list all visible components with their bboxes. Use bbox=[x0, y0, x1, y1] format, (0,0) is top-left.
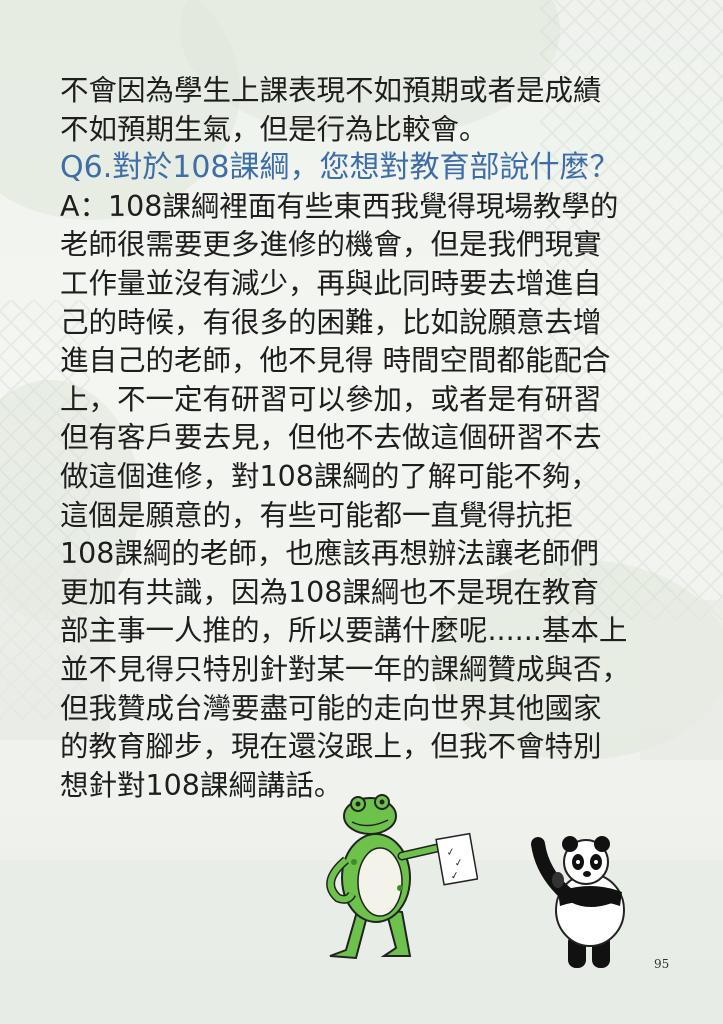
answer-line: 的教育腳步，現在還沒跟上，但我不會特別 bbox=[60, 730, 602, 764]
svg-text:✓: ✓ bbox=[450, 870, 460, 882]
answer-line: 己的時候，有很多的困難，比如說願意去增 bbox=[60, 305, 602, 339]
article-body: 不會因為學生上課表現不如預期或者是成績 不如預期生氣，但是行為比較會。 Q6.對… bbox=[60, 72, 675, 805]
answer-line: 但有客戶要去見，但他不去做這個研習不去 bbox=[60, 421, 602, 455]
page-number: 95 bbox=[654, 957, 670, 971]
answer-line: 更加有共識，因為108課綱也不是現在教育 bbox=[60, 575, 599, 609]
answer-line: 並不見得只特別針對某一年的課綱贊成與否， bbox=[60, 652, 631, 686]
intro-line: 不會因為學生上課表現不如預期或者是成績 bbox=[60, 74, 602, 107]
svg-text:✓: ✓ bbox=[454, 857, 464, 869]
question-heading: Q6.對於108課綱，您想對教育部說什麼？ bbox=[60, 150, 620, 186]
frog-illustration: ✓ ✓ ✓ bbox=[326, 794, 478, 960]
answer-line: 部主事一人推的，所以要講什麼呢......基本上 bbox=[60, 614, 628, 648]
answer-line: 做這個進修，對108課綱的了解可能不夠， bbox=[60, 459, 599, 493]
answer-line: 進自己的老師，他不見得 時間空間都能配合 bbox=[60, 344, 611, 378]
answer-line: A：108課綱裡面有些東西我覺得現場教學的 bbox=[60, 189, 619, 223]
answer-line: 上，不一定有研習可以參加，或者是有研習 bbox=[60, 382, 602, 416]
answer-line: 老師很需要更多進修的機會，但是我們現實 bbox=[60, 228, 602, 262]
svg-text:✓: ✓ bbox=[446, 846, 456, 858]
panda-illustration bbox=[531, 836, 625, 968]
answer-line: 但我贊成台灣要盡可能的走向世界其他國家 bbox=[60, 691, 602, 725]
answer-line: 想針對108課綱講話。 bbox=[60, 768, 343, 802]
answer-line: 工作量並沒有減少，再與此同時要去增進自 bbox=[60, 266, 602, 300]
intro-line: 不如預期生氣，但是行為比較會。 bbox=[60, 112, 488, 146]
answer-line: 108課綱的老師，也應該再想辦法讓老師們 bbox=[60, 537, 599, 571]
answer-line: 這個是願意的，有些可能都一直覺得抗拒 bbox=[60, 498, 574, 532]
